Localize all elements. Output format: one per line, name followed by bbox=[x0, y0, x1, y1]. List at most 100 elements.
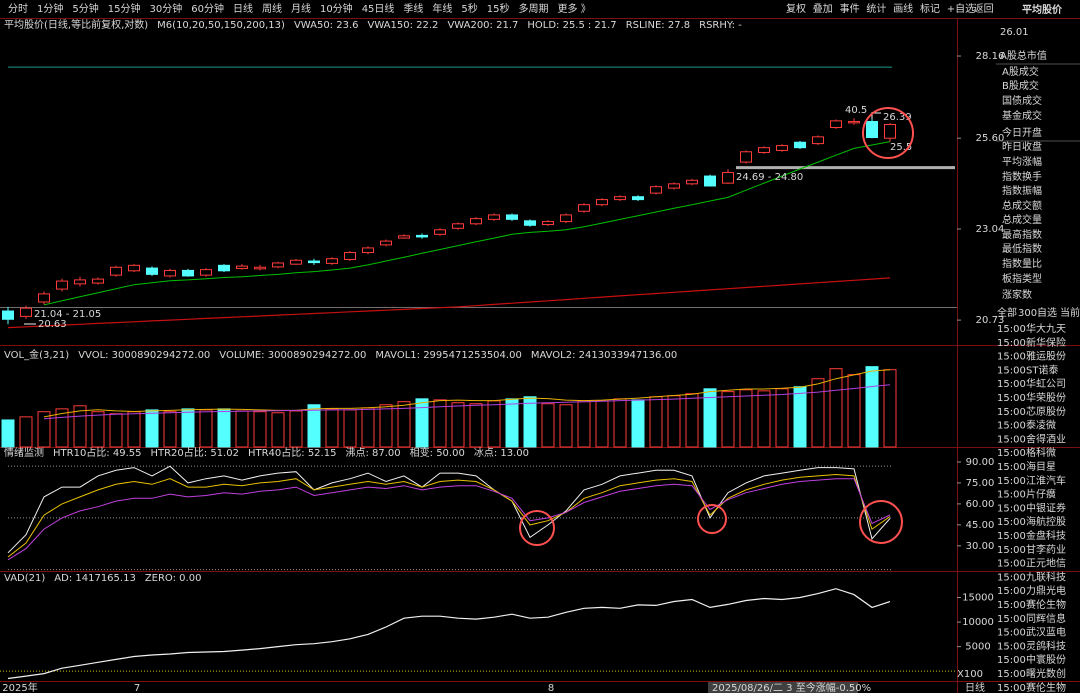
period-button[interactable]: 季线 bbox=[403, 2, 423, 15]
candle-body bbox=[38, 293, 50, 303]
side-field: 最低指数 bbox=[1002, 242, 1042, 255]
tool-button[interactable]: 标记 bbox=[920, 3, 940, 15]
period-button[interactable]: 1分钟 bbox=[37, 2, 63, 15]
candle-body bbox=[290, 259, 302, 265]
tick-time: 15:00 bbox=[997, 393, 1026, 404]
side-tab[interactable]: 全部 bbox=[997, 306, 1017, 319]
period-button[interactable]: 15秒 bbox=[487, 2, 510, 15]
indicator-label: M6(10,20,50,150,200,13) bbox=[157, 20, 285, 31]
volume-bar bbox=[109, 413, 123, 448]
volume-bar bbox=[307, 404, 321, 448]
period-button[interactable]: 60分钟 bbox=[191, 2, 224, 15]
candle-body bbox=[416, 234, 428, 238]
side-field: 基金成交 bbox=[1002, 109, 1042, 122]
candle-body bbox=[380, 240, 392, 246]
volume-bar bbox=[541, 403, 555, 448]
indicator-label: 相变: 50.00 bbox=[410, 446, 465, 459]
price-annotation: 21.04 - 21.05 bbox=[34, 309, 101, 320]
side-tab[interactable]: 自选 bbox=[1037, 306, 1057, 319]
tick-name: 舍得酒业 bbox=[1026, 432, 1066, 445]
side-field: 指数振幅 bbox=[1002, 184, 1042, 197]
candle-body bbox=[542, 221, 554, 226]
sentiment-line bbox=[7, 478, 891, 561]
side-field: 国债成交 bbox=[1002, 94, 1042, 107]
side-field: A股总市值 bbox=[1000, 49, 1047, 62]
volume-bar bbox=[667, 395, 681, 448]
indicator-label: HOLD: 25.5 bbox=[527, 20, 584, 31]
period-button[interactable]: 45日线 bbox=[362, 2, 395, 15]
volume-bar bbox=[775, 388, 789, 448]
indicator-label: 情绪监测 bbox=[4, 446, 44, 459]
price-annotation: 25.5 bbox=[890, 142, 912, 153]
candle-body bbox=[650, 186, 662, 194]
side-field: 今日开盘 bbox=[1002, 126, 1042, 139]
tool-button[interactable]: 复权 bbox=[786, 2, 806, 15]
volume-bar bbox=[235, 410, 249, 448]
volume-bar bbox=[793, 386, 807, 448]
candle-body bbox=[866, 121, 878, 139]
period-button[interactable]: 更多 》 bbox=[558, 2, 591, 15]
candle-body bbox=[2, 310, 14, 320]
period-button[interactable]: 多周期 bbox=[519, 2, 549, 15]
volume-bar bbox=[757, 390, 771, 448]
period-button[interactable]: 5分钟 bbox=[72, 2, 98, 15]
volume-bar bbox=[91, 411, 105, 448]
tool-button[interactable]: +自选 bbox=[947, 2, 975, 15]
candle-body bbox=[560, 214, 572, 223]
side-field: 总成交额 bbox=[1002, 199, 1042, 212]
candle-body bbox=[200, 269, 212, 276]
candle-body bbox=[326, 258, 338, 264]
period-button[interactable]: 周线 bbox=[262, 2, 282, 15]
volume-bar bbox=[703, 388, 717, 448]
side-tab[interactable]: 当前 bbox=[1060, 306, 1080, 319]
tick-name: 海航控股 bbox=[1026, 515, 1066, 528]
volume-bar bbox=[199, 409, 213, 448]
tick-time: 15:00 bbox=[997, 352, 1026, 363]
tool-button[interactable]: 统计 bbox=[866, 2, 886, 15]
tool-button[interactable]: 叠加 bbox=[813, 3, 833, 15]
tick-time: 15:00 bbox=[997, 338, 1026, 349]
mavol-line bbox=[43, 384, 891, 420]
indicator-label: VVOL: 3000890294272.00 bbox=[78, 350, 210, 361]
candle-body bbox=[794, 141, 806, 149]
tick-time: 15:00 bbox=[997, 559, 1026, 570]
volume-bar bbox=[577, 401, 591, 448]
side-field: 最高指数 bbox=[1002, 228, 1042, 241]
tool-button[interactable]: 返回 bbox=[974, 3, 994, 15]
indicator-label: 平均股价(日线,等比前复权,对数) bbox=[4, 18, 148, 31]
candle-body bbox=[848, 121, 860, 124]
volume-bar bbox=[433, 399, 447, 448]
period-button[interactable]: 分时 bbox=[8, 3, 28, 15]
tick-time: 15:00 bbox=[997, 476, 1026, 487]
period-button[interactable]: 10分钟 bbox=[320, 2, 353, 15]
tick-name: 金盘科技 bbox=[1026, 529, 1066, 542]
y-tick-label: 5000 bbox=[965, 642, 990, 653]
tick-name: 片仔癀 bbox=[1026, 488, 1056, 501]
candle-body bbox=[308, 260, 320, 264]
indicator-label: HTR10占比: 49.55 bbox=[53, 446, 141, 459]
tool-button[interactable]: 事件 bbox=[840, 2, 860, 15]
side-tab[interactable]: 300 bbox=[1018, 308, 1037, 319]
y-tick-label: 45.00 bbox=[966, 520, 995, 531]
tick-time: 15:00 bbox=[997, 586, 1026, 597]
tool-button[interactable]: 画线 bbox=[893, 2, 913, 15]
period-button[interactable]: 30分钟 bbox=[149, 2, 182, 15]
y-tick-label: 60.00 bbox=[966, 499, 995, 510]
candle-body bbox=[128, 264, 140, 272]
x-axis-label: 7 bbox=[134, 683, 140, 693]
indicator-label: VWA200: 21.7 bbox=[447, 20, 518, 31]
period-button[interactable]: 月线 bbox=[291, 2, 311, 15]
period-button[interactable]: 5秒 bbox=[461, 2, 477, 15]
side-field: 指数换手 bbox=[1002, 170, 1042, 183]
period-button[interactable]: 15分钟 bbox=[108, 2, 141, 15]
period-button[interactable]: 日线 bbox=[233, 2, 253, 15]
side-field: 涨家数 bbox=[1002, 288, 1032, 301]
price-annotation: 26.39 bbox=[883, 112, 912, 123]
period-button[interactable]: 年线 bbox=[432, 2, 452, 15]
candle-body bbox=[236, 265, 248, 269]
indicator-label: HTR20占比: 51.02 bbox=[150, 446, 238, 459]
indicator-label: RSLINE: 27.8 bbox=[626, 20, 690, 31]
circle bbox=[862, 107, 914, 159]
volume-bar bbox=[397, 401, 411, 448]
